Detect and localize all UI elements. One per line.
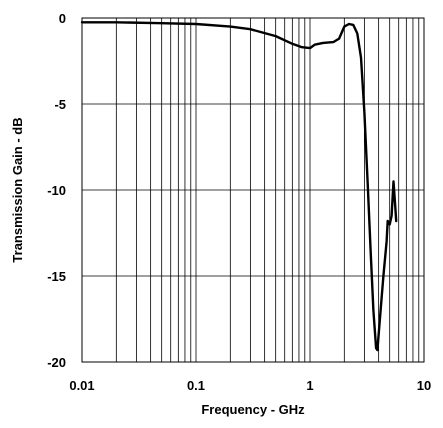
plot-frame [81, 17, 425, 363]
x-tick-label: 1 [306, 378, 313, 393]
y-tick-label: -20 [47, 355, 66, 370]
x-tick-label: 0.1 [187, 378, 205, 393]
y-tick-label: -10 [47, 183, 66, 198]
x-tick-label: 10 [417, 378, 431, 393]
series-line [80, 21, 398, 352]
y-tick-label: 0 [59, 11, 66, 26]
x-tick-label: 0.01 [69, 378, 94, 393]
grid [81, 17, 424, 363]
y-axis-title: Transmission Gain - dB [10, 117, 25, 262]
y-tick-labels: 0 -5 -10 -15 -20 [47, 11, 66, 370]
y-tick-label: -5 [54, 97, 66, 112]
x-tick-labels: 0.01 0.1 1 10 [69, 378, 431, 393]
x-axis-title: Frequency - GHz [201, 402, 305, 417]
y-tick-label: -15 [47, 269, 66, 284]
